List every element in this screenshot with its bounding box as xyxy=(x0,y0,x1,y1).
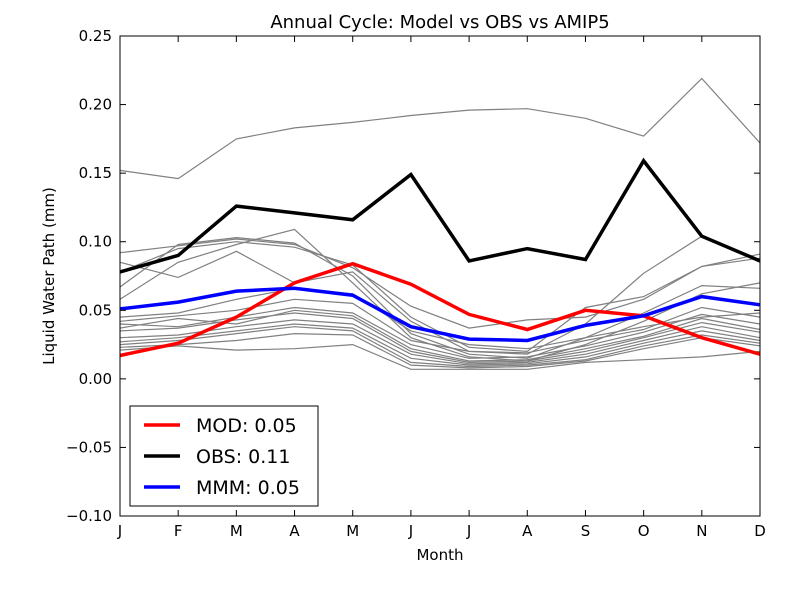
legend-label-mmm: MMM: 0.05 xyxy=(196,477,300,499)
y-tick-label: 0.10 xyxy=(79,233,112,251)
model-lines-group xyxy=(119,77,761,370)
y-tick-label: 0.25 xyxy=(79,27,112,45)
model-line-1 xyxy=(119,77,761,180)
highlight-lines-group xyxy=(119,157,761,358)
series-line-mmm xyxy=(119,286,761,343)
series-line-mod xyxy=(119,261,761,358)
model-line-15 xyxy=(119,332,761,369)
model-line-8 xyxy=(119,298,761,354)
x-tick-label: A xyxy=(289,522,300,540)
x-tick-label: J xyxy=(466,522,471,540)
x-tick-label: N xyxy=(696,522,707,540)
model-line-6 xyxy=(119,228,761,362)
x-tick-label: S xyxy=(581,522,591,540)
y-axis-label: Liquid Water Path (mm) xyxy=(40,187,58,365)
x-tick-label: D xyxy=(754,522,766,540)
x-tick-label: J xyxy=(117,522,122,540)
legend-label-mod: MOD: 0.05 xyxy=(196,415,297,437)
model-line-13 xyxy=(119,323,761,366)
x-axis-label: Month xyxy=(416,546,463,564)
y-axis-ticks: −0.10 −0.05 0.00 0.05 0.10 0.15 0.20 0.25 xyxy=(66,27,760,525)
x-tick-label: F xyxy=(174,522,183,540)
model-line-16 xyxy=(119,343,761,370)
legend-label-obs: OBS: 0.11 xyxy=(196,446,290,468)
model-line-7 xyxy=(119,287,761,350)
model-line-3 xyxy=(119,235,761,355)
x-tick-label: M xyxy=(230,522,243,540)
chart-title: Annual Cycle: Model vs OBS vs AMIP5 xyxy=(270,12,609,33)
y-tick-label: 0.20 xyxy=(79,96,112,114)
model-line-9 xyxy=(119,306,761,359)
y-tick-label: −0.10 xyxy=(66,507,112,525)
model-line-2 xyxy=(119,238,761,329)
model-line-5 xyxy=(119,236,761,359)
plot-frame xyxy=(119,35,761,517)
legend: MOD: 0.05 OBS: 0.11 MMM: 0.05 xyxy=(129,405,319,507)
x-tick-label: O xyxy=(638,522,650,540)
x-tick-label: J xyxy=(408,522,413,540)
y-tick-label: 0.15 xyxy=(79,164,112,182)
model-line-12 xyxy=(119,319,761,365)
y-tick-label: 0.00 xyxy=(79,370,112,388)
y-tick-label: 0.05 xyxy=(79,301,112,319)
y-tick-label: −0.05 xyxy=(66,438,112,456)
x-tick-label: M xyxy=(346,522,359,540)
series-line-obs xyxy=(119,157,761,274)
x-tick-label: A xyxy=(522,522,533,540)
model-line-14 xyxy=(119,326,761,368)
